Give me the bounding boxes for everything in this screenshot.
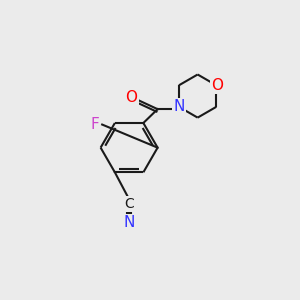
Text: F: F [90, 117, 99, 132]
Text: N: N [173, 99, 185, 114]
Text: N: N [123, 215, 135, 230]
Text: C: C [124, 197, 134, 211]
Text: O: O [211, 78, 223, 93]
Text: O: O [125, 90, 137, 105]
